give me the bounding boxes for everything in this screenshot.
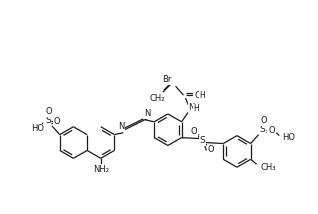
- Text: O: O: [268, 126, 275, 135]
- Text: O: O: [208, 145, 215, 154]
- Text: S: S: [200, 136, 205, 145]
- Text: H: H: [199, 91, 205, 100]
- Text: N: N: [188, 104, 195, 113]
- Text: CH₃: CH₃: [260, 163, 276, 172]
- Text: N: N: [118, 122, 125, 131]
- Text: CH₂: CH₂: [149, 94, 165, 103]
- Text: NH₂: NH₂: [93, 165, 109, 174]
- Text: H: H: [193, 104, 199, 113]
- Text: O: O: [194, 91, 201, 100]
- Text: Br: Br: [162, 75, 171, 84]
- Text: S: S: [259, 125, 265, 134]
- Text: O: O: [45, 107, 52, 116]
- Text: HO: HO: [31, 124, 45, 133]
- Text: O: O: [190, 127, 197, 136]
- Text: O: O: [260, 116, 267, 125]
- Text: S: S: [45, 116, 51, 125]
- Text: N: N: [144, 109, 150, 118]
- Text: O: O: [53, 117, 60, 126]
- Text: HO: HO: [282, 133, 295, 142]
